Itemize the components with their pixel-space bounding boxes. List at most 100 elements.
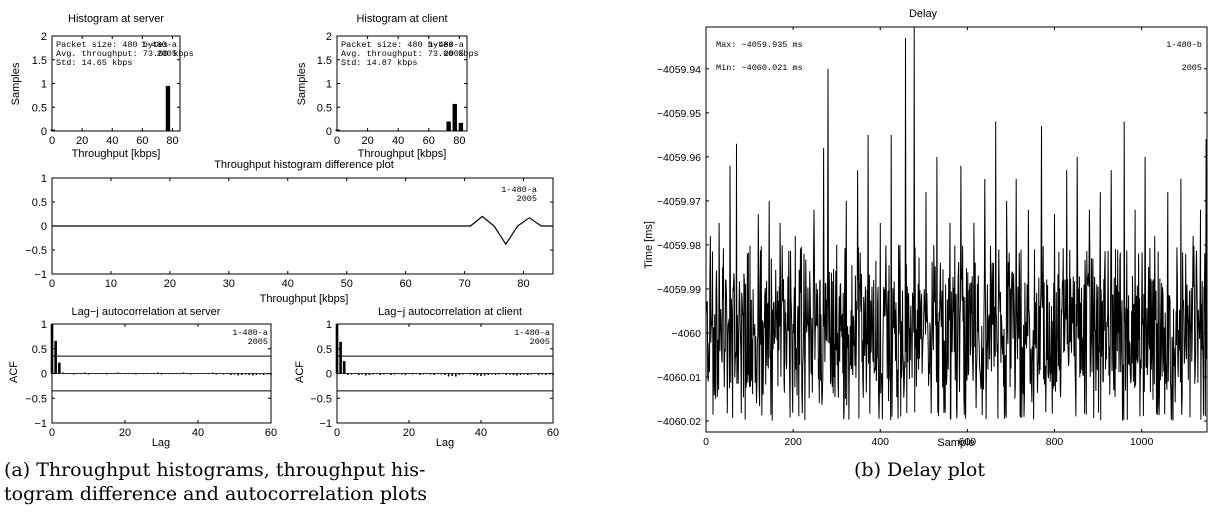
acf-server-bar — [138, 373, 141, 374]
acf-client-bar — [509, 373, 511, 375]
acf-server-ytick-label: −1 — [34, 418, 47, 430]
acf-server-bar — [230, 373, 232, 375]
acf-client-bar — [548, 373, 551, 375]
acf-server-bar — [171, 373, 174, 375]
acf-client-bar — [415, 373, 417, 375]
acf-server-ytick-label: 1 — [41, 319, 47, 331]
acf-server-bar — [215, 373, 218, 375]
hist-server-tag-1: 1-480-a — [141, 40, 177, 50]
acf-server-bar — [233, 373, 236, 375]
acf-client-tag-2: 2005 — [530, 337, 550, 347]
acf-client-bar — [350, 373, 353, 375]
acf-client-bars — [335, 324, 554, 377]
delay-xtick-label: 0 — [703, 436, 709, 448]
acf-client-bar — [429, 373, 432, 375]
hist-server-ytick-label: 2 — [41, 31, 47, 43]
acf-server-bar — [251, 373, 254, 376]
acf-client-bar — [419, 373, 421, 375]
hist-client-annotation-3: Std: 14.87 kbps — [341, 58, 418, 68]
acf-client-xtick-label: 40 — [475, 427, 487, 439]
caption-a: (a) Throughput histograms, throughput hi… — [4, 458, 594, 506]
acf-client-bar — [357, 373, 360, 375]
acf-server-bar — [200, 373, 203, 375]
acf-server-ytick-label: −0.5 — [25, 393, 47, 405]
delay-axes — [705, 26, 1208, 433]
delay-ylabel: Time [ms] — [643, 221, 655, 269]
hist-diff-line — [52, 215, 553, 246]
acf-server-bar — [127, 373, 130, 375]
hist-server-annotation-1: Packet size: 480 bytes — [56, 40, 168, 50]
acf-server-tag-1: 1-480-a — [232, 328, 268, 338]
acf-server-bar — [84, 372, 86, 374]
acf-server-bar — [248, 373, 250, 375]
acf-client-bar — [354, 373, 356, 374]
acf-server-tag-2: 2005 — [248, 337, 268, 347]
acf-client-ytick-label: 0.5 — [317, 344, 332, 356]
acf-server-bar — [50, 324, 54, 374]
acf-server-xtick-label: 60 — [265, 427, 277, 439]
acf-server-xtick-label: 20 — [119, 427, 131, 439]
hist-diff-ytick-label: −1 — [34, 269, 47, 281]
acf-server-bar — [204, 373, 207, 374]
acf-server-bar — [186, 373, 188, 375]
hist-client-xtick-label: 20 — [361, 135, 373, 147]
acf-client-bar — [365, 373, 367, 376]
acf-server-bar — [241, 373, 243, 375]
acf-client-bar — [480, 373, 482, 376]
acf-server-xtick-label: 0 — [49, 427, 55, 439]
hist-client-title: Histogram at client — [356, 13, 447, 25]
acf-client-bar — [404, 373, 407, 375]
acf-client-bar — [530, 373, 533, 375]
hist-diff-title: Throughput histogram difference plot — [214, 159, 394, 171]
hist-diff-xtick-label: 70 — [458, 278, 470, 290]
acf-server-bar — [102, 373, 104, 374]
acf-client-bar — [487, 373, 489, 375]
acf-server-bar — [91, 373, 93, 374]
acf-client-bar — [491, 373, 493, 375]
acf-server-bar — [178, 373, 181, 375]
delay-ytick-label: −4059.95 — [657, 108, 701, 120]
hist-client-xtick-label: 60 — [423, 135, 435, 147]
acf-client-bar — [451, 373, 453, 376]
delay-xtick-label: 400 — [871, 436, 889, 448]
acf-client-bar — [512, 373, 515, 375]
delay-ytick-label: −4060 — [672, 328, 702, 340]
hist-server-xtick-label: 20 — [76, 135, 88, 147]
acf-server-bar — [259, 373, 261, 375]
hist-server-xtick-label: 0 — [49, 135, 55, 147]
hist-client-bar — [458, 122, 464, 131]
acf-client-bar — [465, 373, 468, 375]
acf-server-bar — [58, 362, 61, 374]
acf-server-bar — [153, 373, 155, 375]
acf-server-bar — [65, 373, 68, 375]
acf-server-bar — [105, 373, 108, 375]
hist-server-xtick-label: 60 — [136, 135, 148, 147]
acf-server-bar — [157, 372, 159, 374]
hist-diff-ticks: 0 10 20 30 40 50 60 70 80 −1 −0.5 0 0.5 1 — [25, 173, 553, 290]
acf-client-bar — [375, 373, 378, 375]
hist-client-bar — [452, 103, 457, 131]
acf-client-bar — [368, 373, 371, 375]
acf-client-bar — [408, 373, 410, 375]
acf-client-bar — [379, 373, 381, 375]
hist-diff-xtick-label: 20 — [164, 278, 176, 290]
delay-xtick-label: 200 — [784, 436, 802, 448]
acf-server-ytick-label: 0 — [41, 369, 47, 381]
delay-ytick-label: −4060.02 — [657, 416, 701, 428]
hist-server-xlabel: Throughput [kbps] — [72, 148, 161, 160]
hist-diff-xtick-label: 0 — [49, 278, 55, 290]
acf-server-bar — [255, 373, 258, 375]
acf-client-bar — [505, 373, 507, 375]
acf-client-xtick-label: 20 — [403, 427, 415, 439]
acf-client-bar — [433, 373, 435, 375]
hist-server-panel: Histogram at server 0 20 40 60 80 0 0.5 1 1.5 2 T… — [10, 13, 194, 160]
acf-client-tag-1: 1-480-a — [514, 328, 550, 338]
delay-tag-1: 1-480-b — [1166, 40, 1202, 50]
acf-server-bar — [266, 373, 269, 375]
acf-client-ytick-label: 1 — [326, 319, 332, 331]
acf-client-bar — [473, 373, 475, 375]
acf-client-bar — [455, 373, 457, 377]
delay-xlabel: Sample — [937, 437, 974, 449]
acf-server-bar — [222, 373, 225, 375]
hist-diff-tag-2: 2005 — [517, 194, 537, 204]
